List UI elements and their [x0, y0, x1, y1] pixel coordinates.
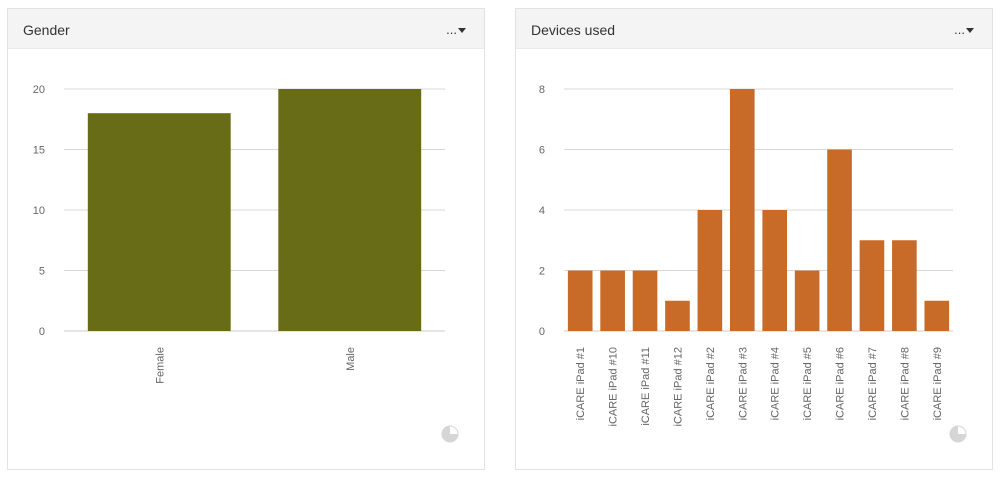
bar — [278, 89, 422, 331]
bar — [924, 300, 950, 331]
y-tick-label: 20 — [33, 84, 45, 96]
x-tick-label: iCARE iPad #8 — [899, 347, 911, 420]
devices-panel: Devices used ... 0 2 4 6 8 iCARE iPad #1 iCARE… — [515, 8, 993, 470]
x-tick-label: iCARE iPad #4 — [770, 347, 782, 420]
bar — [632, 270, 658, 331]
bar — [729, 89, 755, 331]
panel-header: Devices used ... — [516, 9, 992, 49]
x-tick-label: iCARE iPad #12 — [672, 347, 684, 427]
x-tick-label: iCARE iPad #2 — [705, 347, 717, 420]
x-tick-label: iCARE iPad #7 — [867, 347, 879, 420]
devices-bar-chart: 0 2 4 6 8 iCARE iPad #1 iCARE iPad #10 iCARE iP… — [539, 84, 953, 427]
panel-menu-button[interactable]: ... — [954, 22, 974, 37]
y-tick-label: 2 — [539, 266, 545, 278]
y-tick-label: 4 — [539, 205, 545, 217]
panel-header: Gender ... — [8, 9, 484, 49]
bar — [794, 270, 820, 331]
y-tick-label: 6 — [539, 145, 545, 157]
x-tick-label: Male — [345, 347, 357, 371]
bar — [600, 270, 625, 331]
y-tick-label: 8 — [539, 84, 545, 96]
bar — [665, 300, 690, 331]
panel-title: Devices used — [531, 22, 616, 38]
gender-panel: Gender ... 0 5 10 15 20 Female Male — [7, 8, 485, 470]
pie-chart-icon[interactable] — [949, 425, 967, 443]
x-tick-label: Female — [154, 347, 166, 384]
bar — [762, 210, 788, 331]
pie-chart-icon[interactable] — [441, 425, 459, 443]
bar — [827, 149, 852, 331]
bar — [697, 210, 723, 331]
bar — [892, 240, 917, 331]
y-tick-label: 10 — [33, 205, 45, 217]
x-tick-label: iCARE iPad #5 — [802, 347, 814, 420]
x-tick-label: iCARE iPad #1 — [575, 347, 587, 420]
x-tick-label: iCARE iPad #6 — [835, 347, 847, 420]
menu-label: ... — [954, 22, 965, 37]
bar — [87, 113, 231, 331]
x-tick-label: iCARE iPad #10 — [608, 347, 620, 427]
gender-bar-chart: 0 5 10 15 20 Female Male — [33, 84, 445, 384]
x-tick-label: iCARE iPad #3 — [737, 347, 749, 420]
y-tick-label: 0 — [39, 326, 45, 338]
x-tick-label: iCARE iPad #11 — [640, 347, 652, 426]
bar — [859, 240, 885, 331]
y-tick-label: 15 — [33, 145, 45, 157]
y-tick-label: 0 — [539, 326, 545, 338]
panel-title: Gender — [23, 22, 70, 38]
menu-label: ... — [446, 22, 457, 37]
x-tick-label: iCARE iPad #9 — [932, 347, 944, 420]
panel-menu-button[interactable]: ... — [446, 22, 466, 37]
bar — [567, 270, 593, 331]
caret-down-icon — [458, 28, 466, 33]
caret-down-icon — [966, 28, 974, 33]
y-tick-label: 5 — [39, 266, 45, 278]
